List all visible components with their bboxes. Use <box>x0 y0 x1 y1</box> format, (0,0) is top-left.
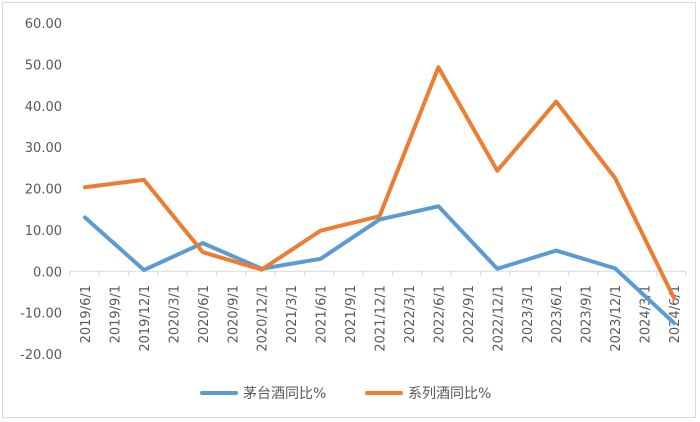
plot-area <box>83 65 676 325</box>
y-tick-label: 20.00 <box>25 183 62 198</box>
y-axis: 60.00 50.00 40.00 30.00 20.00 10.00 0.00 -10.00… <box>20 17 62 363</box>
x-tick-label: 2023/3/1 <box>521 285 536 343</box>
x-tick-label: 2019/12/1 <box>138 285 153 352</box>
y-tick-label: 30.00 <box>25 141 62 156</box>
x-axis: 2019/6/1 2019/9/1 2019/12/1 2020/3/1 2020/6/… <box>69 270 687 352</box>
x-tick-label: 2019/6/1 <box>79 285 94 343</box>
x-tick-label: 2024/6/1 <box>668 285 683 343</box>
legend-label: 系列酒同比% <box>408 386 491 402</box>
x-tick-label: 2020/3/1 <box>167 285 182 343</box>
x-tick-label: 2023/9/1 <box>580 285 595 343</box>
x-tick-label: 2021/3/1 <box>285 285 300 343</box>
x-tick-label: 2020/9/1 <box>226 285 241 343</box>
x-tick-label: 2021/6/1 <box>315 285 330 343</box>
x-tick-label: 2021/9/1 <box>344 285 359 343</box>
x-tick-label: 2022/3/1 <box>403 285 418 343</box>
chart-frame <box>2 2 696 418</box>
legend-label: 茅台酒同比% <box>243 386 326 402</box>
x-tick-label: 2021/12/1 <box>374 285 389 352</box>
x-tick-label: 2019/9/1 <box>108 285 123 343</box>
y-tick-label: -10.00 <box>20 307 62 322</box>
x-tick-label: 2023/12/1 <box>609 285 624 352</box>
series-line-1 <box>83 204 676 325</box>
y-tick-label: 40.00 <box>25 100 62 115</box>
y-tick-label: 0.00 <box>33 265 62 280</box>
x-tick-label: 2022/9/1 <box>462 285 477 343</box>
y-tick-label: 10.00 <box>25 224 62 239</box>
series-line-2 <box>83 65 676 301</box>
x-tick-label: 2020/6/1 <box>197 285 212 343</box>
x-tick-label: 2023/6/1 <box>550 285 565 343</box>
y-tick-label: -20.00 <box>20 348 62 363</box>
x-tick-label: 2020/12/1 <box>256 285 271 352</box>
y-tick-label: 60.00 <box>25 17 62 32</box>
x-tick-label: 2022/6/1 <box>432 285 447 343</box>
legend: 茅台酒同比% 系列酒同比% <box>200 386 491 402</box>
y-tick-label: 50.00 <box>25 58 62 73</box>
x-tick-label: 2022/12/1 <box>491 285 506 352</box>
